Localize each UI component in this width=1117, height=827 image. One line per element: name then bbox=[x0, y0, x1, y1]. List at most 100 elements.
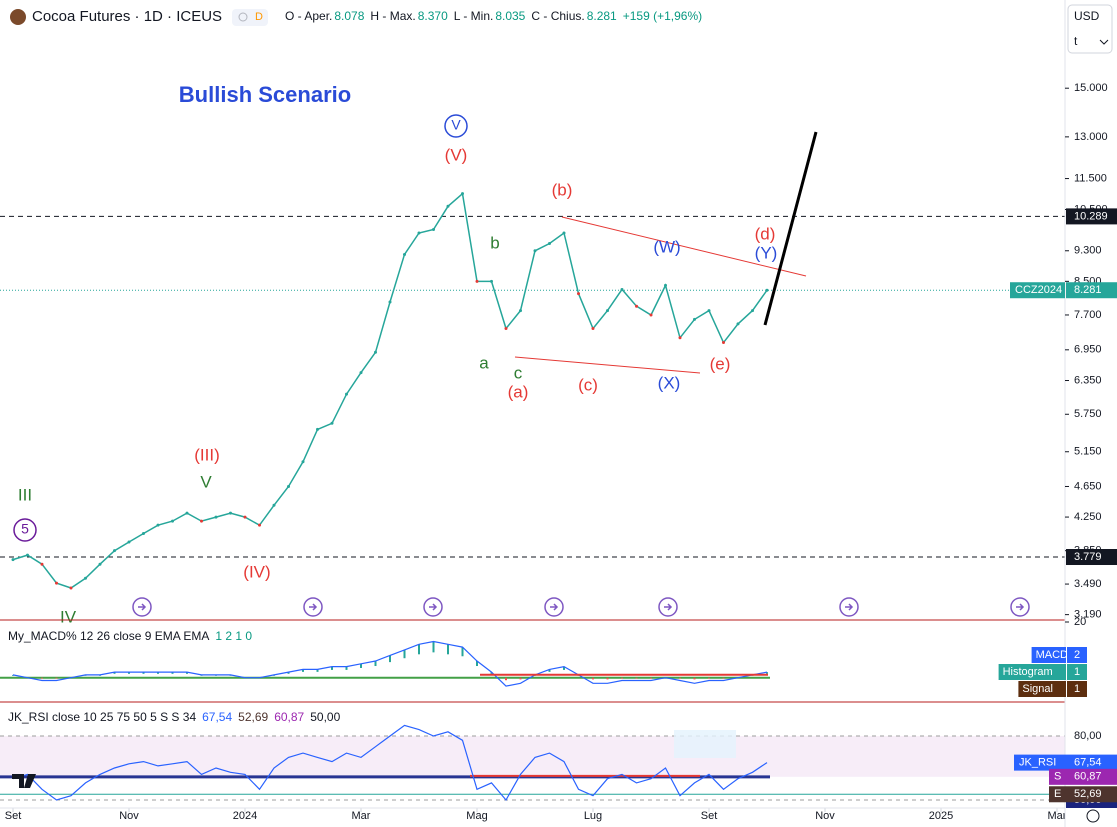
macd-line bbox=[12, 640, 768, 687]
price-point bbox=[98, 562, 102, 566]
wave-label: (W) bbox=[653, 237, 680, 256]
wave-label: (d) bbox=[755, 224, 776, 243]
symbol-icon bbox=[10, 9, 26, 25]
price-point bbox=[548, 242, 551, 246]
histogram-bar bbox=[432, 641, 435, 653]
event-arrow bbox=[1016, 603, 1025, 611]
histogram-bar bbox=[606, 677, 609, 680]
histogram-bar bbox=[41, 677, 43, 679]
histogram-bar bbox=[621, 677, 623, 679]
pane-params: 1 2 1 0 bbox=[215, 629, 252, 643]
y-tick-label: 20 bbox=[1074, 616, 1086, 628]
legend-value: 1 bbox=[1074, 666, 1080, 678]
histogram-bar bbox=[679, 677, 681, 679]
histogram-bar bbox=[461, 647, 464, 657]
histogram-bar bbox=[331, 666, 333, 670]
settings-icon[interactable] bbox=[1086, 809, 1100, 823]
pane-title: My_MACD% 12 26 close 9 EMA EMA bbox=[8, 629, 209, 643]
ohlc-value: 8.281 bbox=[587, 9, 617, 23]
price-point bbox=[84, 576, 87, 580]
event-arrow bbox=[845, 603, 854, 611]
currency[interactable]: USD bbox=[1074, 9, 1100, 23]
wave-label: IV bbox=[60, 607, 77, 626]
histogram-bar bbox=[157, 672, 159, 674]
symbol-badge bbox=[1010, 282, 1065, 299]
histogram-bar bbox=[476, 661, 478, 667]
y-tick-label: 5.150 bbox=[1074, 446, 1102, 458]
badge: D bbox=[255, 11, 263, 23]
price-point bbox=[562, 231, 566, 235]
y-tick-label: 11.500 bbox=[1074, 172, 1107, 184]
rsi-value-badge bbox=[1066, 754, 1117, 771]
price-point bbox=[55, 581, 58, 585]
ohlc-label: L - Min. bbox=[454, 9, 494, 23]
wave-label: c bbox=[514, 363, 523, 382]
rsi-value: 52,69 bbox=[1074, 788, 1102, 800]
histogram-bar bbox=[722, 677, 725, 679]
pane-title: JK_RSI close 10 25 75 50 5 S S 34 bbox=[8, 710, 196, 724]
wave-label: V bbox=[200, 472, 212, 491]
price-point bbox=[171, 519, 174, 523]
histogram-bar bbox=[708, 677, 710, 679]
rsi-band bbox=[0, 736, 1065, 777]
price-point bbox=[707, 309, 711, 313]
ohlc-label: C - Chius. bbox=[531, 9, 584, 23]
legend-badge bbox=[1031, 647, 1066, 663]
legend-value: 1 bbox=[1074, 683, 1080, 695]
y-tick-label: 5.750 bbox=[1074, 408, 1102, 420]
y-tick-label: 6.350 bbox=[1074, 374, 1102, 386]
x-tick-label: 2024 bbox=[233, 810, 257, 822]
price-point bbox=[403, 252, 406, 256]
x-tick-label: Mar bbox=[352, 810, 371, 822]
price-point bbox=[664, 283, 667, 287]
y-tick-label: 7.700 bbox=[1074, 309, 1102, 321]
price-point bbox=[258, 523, 261, 527]
histogram-bar bbox=[563, 666, 565, 670]
rsi-name: S bbox=[1054, 771, 1061, 783]
price-point bbox=[432, 228, 435, 232]
price-point bbox=[26, 553, 29, 557]
rsi-value: 60,87 bbox=[1074, 771, 1102, 783]
price-point bbox=[272, 503, 276, 507]
legend-value: 2 bbox=[1074, 649, 1080, 661]
y-tick-label: 3.190 bbox=[1074, 609, 1102, 621]
pane-readout: 67,54 bbox=[202, 710, 232, 724]
price-point bbox=[374, 350, 377, 354]
price-point bbox=[504, 326, 508, 330]
rsi-name-badge bbox=[1049, 786, 1066, 803]
price-point bbox=[127, 540, 131, 544]
x-tick-label: 2025 bbox=[929, 810, 953, 822]
rsi-line bbox=[12, 724, 768, 802]
price-point bbox=[577, 292, 580, 296]
y-tick-label: 80,00 bbox=[1074, 730, 1102, 742]
price-point bbox=[736, 322, 740, 326]
legend-value-badge bbox=[1067, 647, 1087, 663]
histogram-bar bbox=[548, 669, 551, 672]
wave-label: (III) bbox=[194, 445, 220, 464]
price-point bbox=[345, 392, 348, 396]
histogram-bar bbox=[55, 677, 58, 679]
rsi-name-badge bbox=[1049, 768, 1066, 785]
unit[interactable]: t bbox=[1074, 34, 1078, 48]
price-point bbox=[678, 336, 682, 340]
legend-value-badge bbox=[1067, 664, 1087, 680]
price-point bbox=[649, 313, 653, 317]
header: Cocoa Futures · 1D · ICEUS D O - Aper. 8.… bbox=[10, 8, 702, 26]
x-tick-label: Mar bbox=[1048, 810, 1067, 822]
price-point bbox=[40, 562, 44, 566]
price-point bbox=[200, 519, 203, 523]
legend-name: Signal bbox=[1022, 683, 1053, 695]
projection bbox=[763, 131, 818, 326]
histogram-bar bbox=[389, 655, 391, 663]
event-arrow bbox=[550, 603, 559, 611]
histogram-bar bbox=[374, 661, 377, 667]
legend-value-badge bbox=[1067, 681, 1087, 697]
rsi-value-badge bbox=[1066, 768, 1117, 785]
rsi-value-badge bbox=[1066, 786, 1117, 803]
wave-label: a bbox=[479, 353, 489, 372]
rsi-name: E bbox=[1054, 788, 1061, 800]
y-tick-label: 3.490 bbox=[1074, 578, 1102, 590]
y-tick-label: 15.000 bbox=[1074, 82, 1108, 94]
trendline bbox=[561, 216, 807, 277]
